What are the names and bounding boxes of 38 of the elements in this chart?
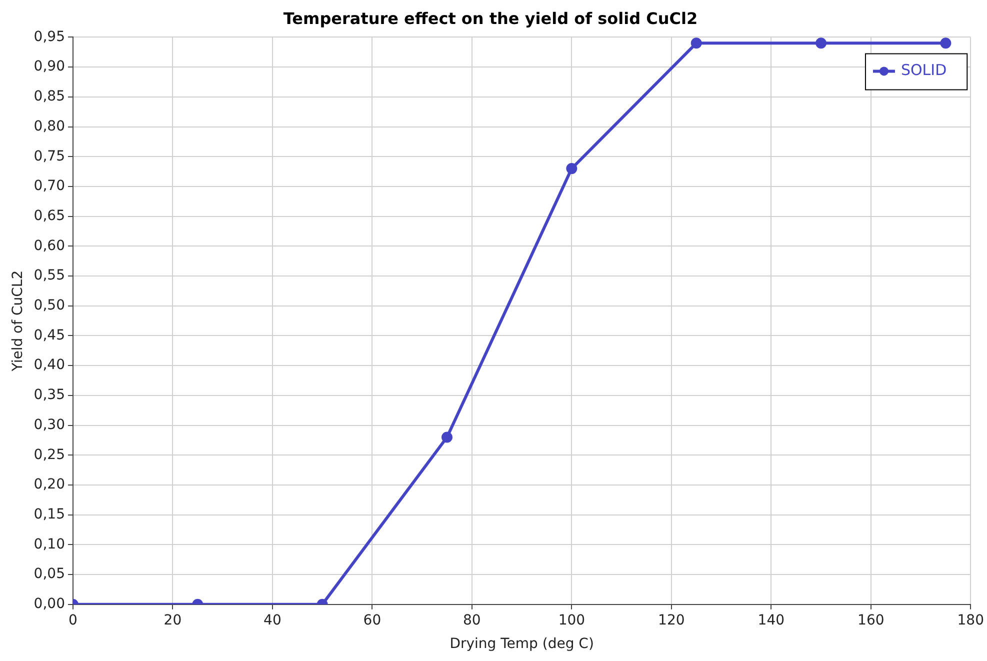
y-tick-label: 0,95 bbox=[34, 28, 65, 45]
y-tick-label: 0,80 bbox=[34, 118, 65, 134]
y-tick-label: 0,85 bbox=[34, 88, 65, 105]
y-tick-label: 0,90 bbox=[34, 58, 65, 75]
y-tick-label: 0,40 bbox=[34, 357, 65, 374]
x-tick-label: 180 bbox=[957, 612, 984, 628]
point bbox=[690, 38, 702, 49]
y-tick-label: 0,10 bbox=[34, 536, 65, 552]
point bbox=[940, 38, 952, 49]
y-tick-label: 0,20 bbox=[34, 476, 65, 493]
y-tick-label: 0,35 bbox=[34, 387, 65, 404]
y-tick-label: 0,60 bbox=[34, 238, 65, 254]
x-tick-label: 100 bbox=[558, 612, 586, 628]
x-tick-label: 40 bbox=[264, 612, 282, 628]
legend-label: SOLID bbox=[900, 61, 947, 80]
x-tick-label: 20 bbox=[164, 612, 182, 628]
y-tick-label: 0,50 bbox=[34, 298, 65, 314]
y-tick-label: 0,65 bbox=[34, 208, 65, 224]
x-tick-label: 160 bbox=[858, 612, 884, 628]
x-axis-title: Drying Temp (deg C) bbox=[450, 636, 594, 652]
y-tick-label: 0,25 bbox=[34, 446, 65, 463]
y-tick-label: 0,70 bbox=[34, 178, 65, 194]
y-tick-label: 0,75 bbox=[34, 148, 65, 164]
x-tick-label: 80 bbox=[463, 612, 481, 628]
x-tick-label: 60 bbox=[363, 612, 382, 628]
y-tick-label: 0,00 bbox=[34, 596, 65, 612]
chart-title: Temperature effect on the yield of solid CuCl2 bbox=[283, 8, 698, 28]
x-tick-label: 120 bbox=[658, 612, 685, 628]
y-tick-label: 0,05 bbox=[34, 566, 65, 582]
y-tick-label: 0,45 bbox=[34, 327, 65, 344]
y-tick-label: 0,55 bbox=[34, 268, 65, 284]
point bbox=[566, 163, 578, 174]
y-tick-label: 0,30 bbox=[34, 416, 65, 433]
y-axis-title: Yield of CuCL2 bbox=[10, 270, 26, 372]
x-tick-label: 0 bbox=[68, 612, 78, 628]
x-tick-label: 140 bbox=[758, 612, 785, 628]
point bbox=[816, 38, 827, 49]
y-tick-label: 0,15 bbox=[34, 506, 65, 522]
